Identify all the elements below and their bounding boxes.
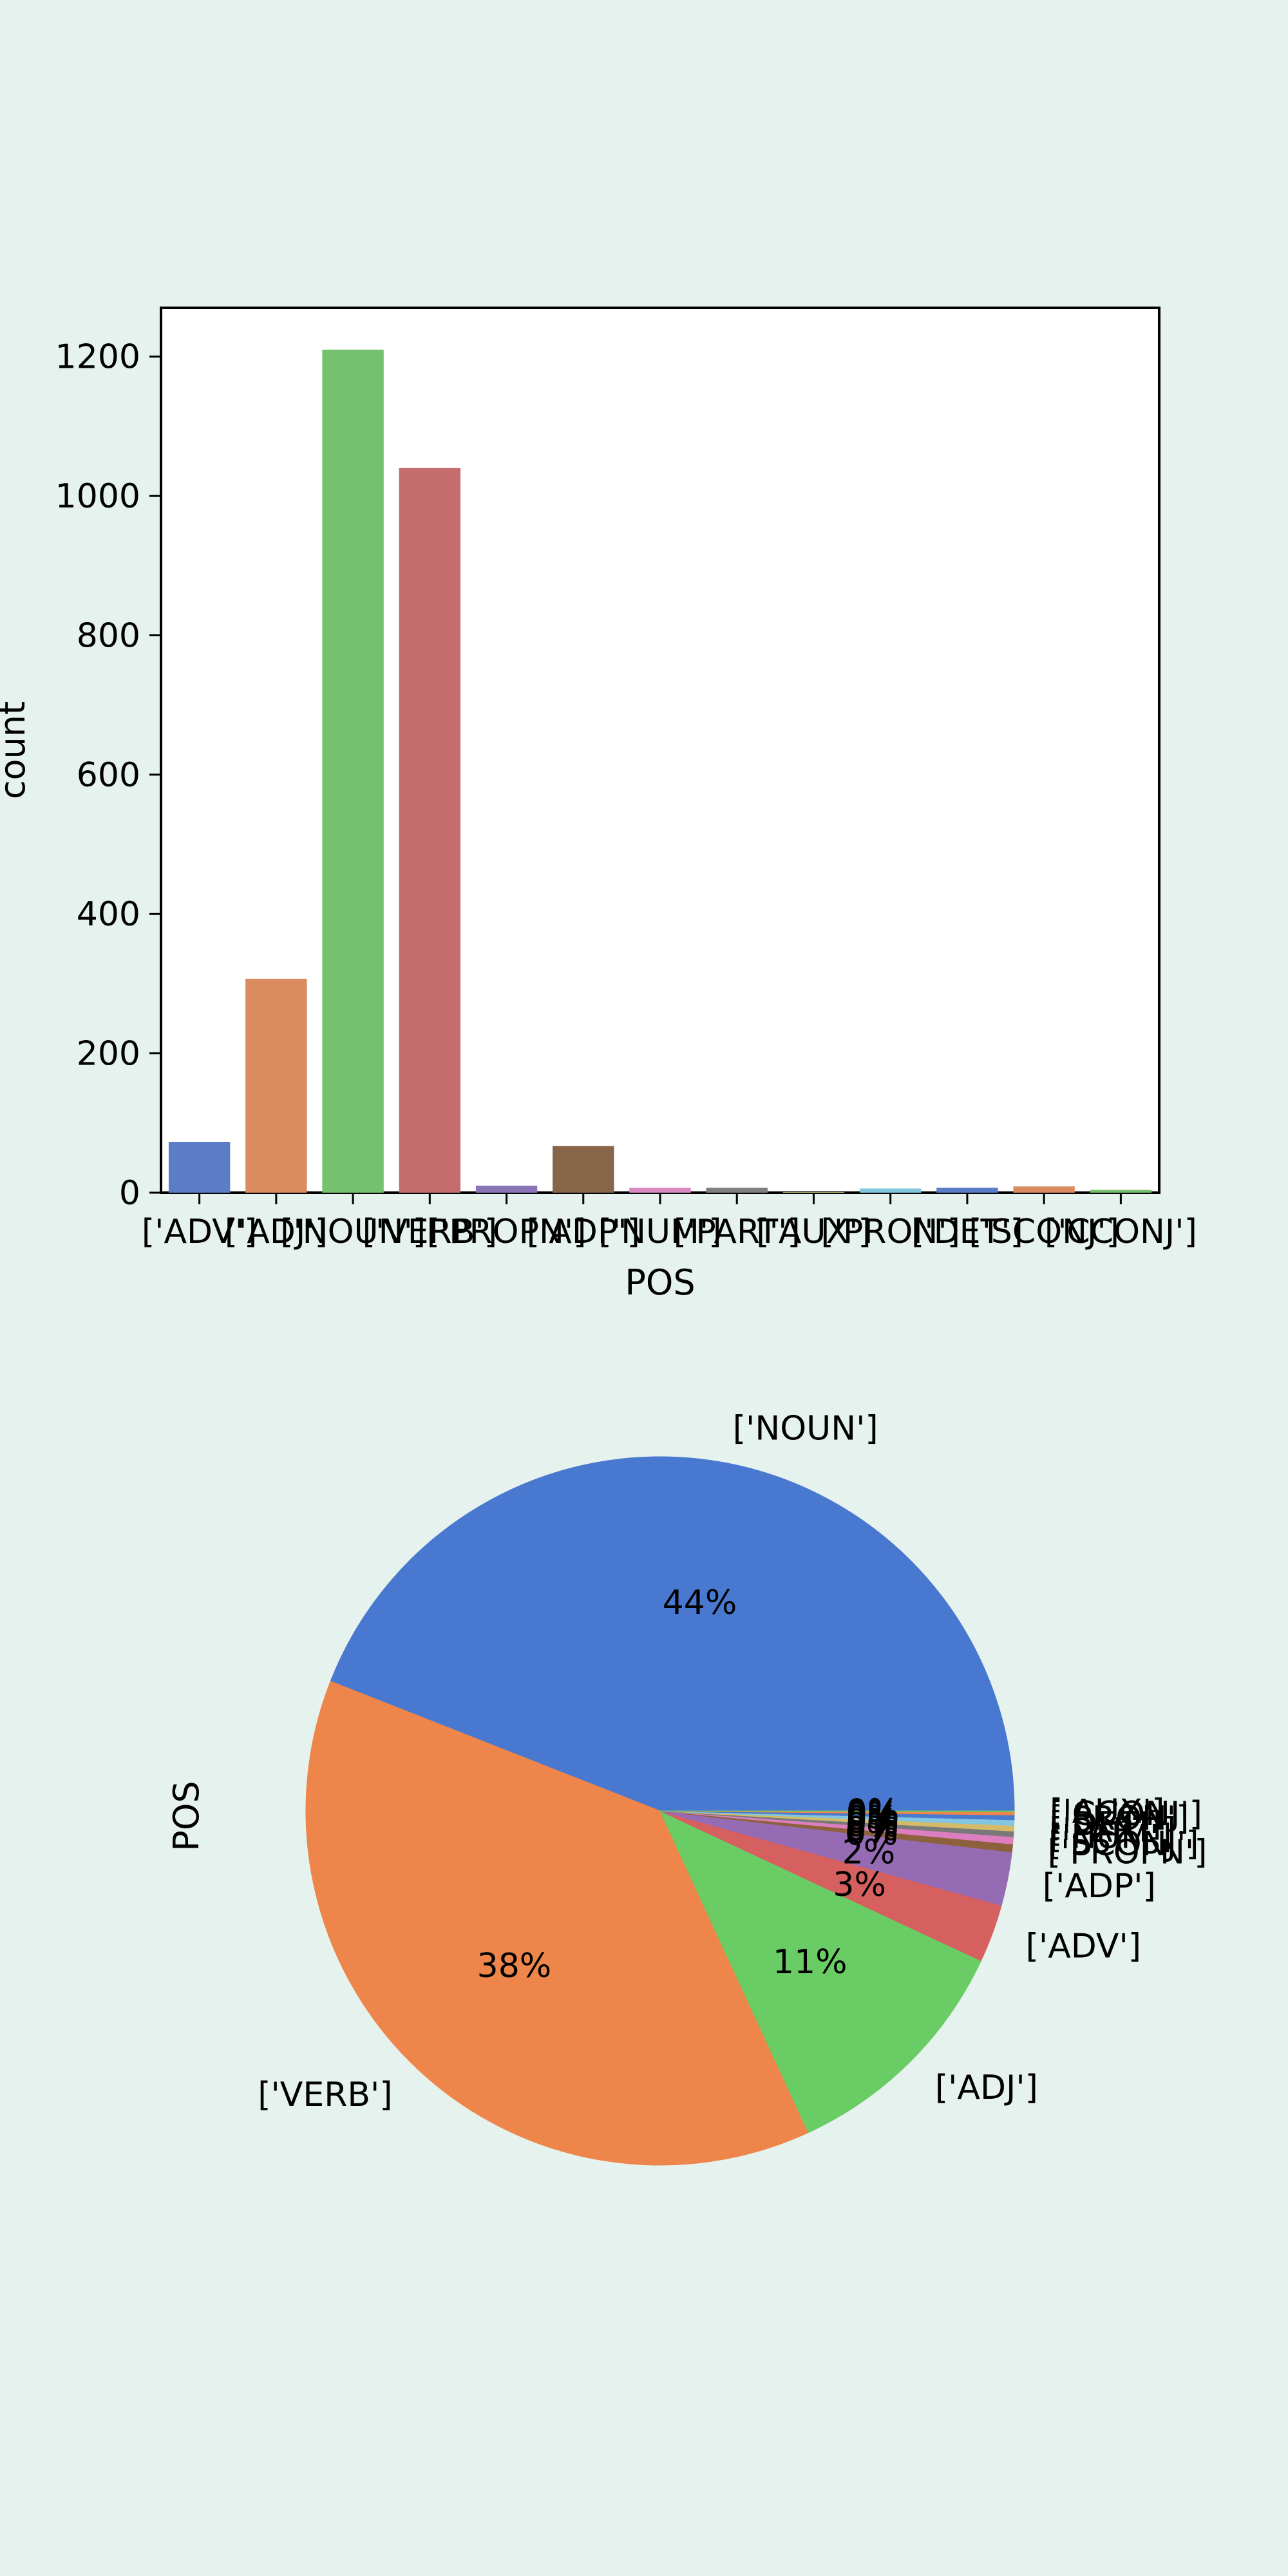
pie-percent-label: 0% bbox=[846, 1806, 899, 1844]
bar bbox=[860, 1188, 922, 1193]
pie-chart: 44%38% 11%3%2%0%0%0%0%0%0%0%0% ['NOUN']['… bbox=[166, 1410, 1208, 2166]
y-tick-label: 1000 bbox=[55, 477, 140, 516]
bar bbox=[936, 1188, 998, 1193]
x-tick-label: ['PART'] bbox=[674, 1213, 800, 1251]
pie-percent-label: 0% bbox=[846, 1796, 900, 1835]
x-tick-label: ['PRON'] bbox=[820, 1213, 960, 1251]
x-tick-label: ['ADV'] bbox=[142, 1213, 257, 1251]
pie-percent-label: 0% bbox=[846, 1794, 900, 1832]
y-tick-label: 1200 bbox=[55, 338, 140, 377]
bar-y-axis: 0 200 400 600 800 1000 1200 bbox=[55, 338, 161, 1213]
pie-slice bbox=[305, 1680, 810, 2166]
pie-slice-label: ['PRON'] bbox=[1050, 1799, 1189, 1838]
pie-slice-label: ['CCONJ'] bbox=[1050, 1795, 1202, 1833]
x-tick-label: ['CCONJ'] bbox=[1045, 1213, 1197, 1251]
pie-slice bbox=[659, 1810, 982, 2134]
pie-percent-label: 3% bbox=[833, 1866, 886, 1904]
pie-percent-label: 44% bbox=[663, 1584, 737, 1622]
y-tick-label: 600 bbox=[77, 756, 140, 795]
pie-slice-label: ['NUM'] bbox=[1049, 1817, 1172, 1856]
x-tick-label: ['AUX'] bbox=[756, 1213, 871, 1251]
pie-percent-label: 11% bbox=[773, 1943, 848, 1982]
x-tick-label: ['NOUN'] bbox=[280, 1213, 426, 1251]
y-tick-label: 0 bbox=[119, 1174, 140, 1213]
bar-x-axis-label: POS bbox=[625, 1262, 695, 1303]
pie-percent-label: 0% bbox=[846, 1803, 899, 1841]
y-tick-label: 400 bbox=[77, 895, 140, 934]
x-tick-label: ['VERB'] bbox=[363, 1213, 497, 1251]
pie-percent-labels: 44%38% 11%3%2%0%0%0%0%0%0%0%0% bbox=[477, 1584, 900, 1985]
pie-slice bbox=[659, 1810, 1015, 1812]
bar-series bbox=[168, 349, 1152, 1193]
pie-slice-label: ['NOUN'] bbox=[733, 1410, 878, 1448]
pie-slice-labels: ['NOUN']['VERB'] ['ADJ']['ADV']['ADP']['P… bbox=[258, 1410, 1207, 2114]
x-tick-label: ['PROPN'] bbox=[427, 1213, 587, 1251]
pie-slice-label: ['AUX'] bbox=[1050, 1793, 1164, 1832]
bar bbox=[629, 1188, 691, 1193]
pie-slice-label: ['SCONJ'] bbox=[1048, 1824, 1199, 1863]
pie-slice-label: ['PROPN'] bbox=[1048, 1833, 1208, 1872]
y-tick-label: 200 bbox=[77, 1035, 140, 1074]
pie-percent-label: 0% bbox=[846, 1792, 900, 1831]
x-tick-label: ['SCONJ'] bbox=[969, 1213, 1119, 1251]
y-tick-label: 800 bbox=[77, 616, 140, 655]
bar bbox=[1013, 1186, 1075, 1193]
bar bbox=[1090, 1189, 1152, 1193]
bar-y-axis-label: count bbox=[0, 701, 33, 799]
bar-plot-area bbox=[160, 307, 1160, 1194]
bar bbox=[245, 978, 307, 1193]
bar bbox=[399, 468, 460, 1193]
x-tick-label: ['DET'] bbox=[911, 1213, 1023, 1251]
pie-slice bbox=[330, 1456, 1015, 1812]
bar bbox=[168, 1142, 231, 1193]
bar-x-axis: ['ADV']['ADJ']['NOUN']['VERB']['PROPN'][… bbox=[142, 1193, 1197, 1251]
pie-percent-label: 38% bbox=[477, 1947, 552, 1985]
pie-percent-label: 2% bbox=[842, 1833, 896, 1871]
bar bbox=[782, 1191, 845, 1193]
bar-chart: 0 200 400 600 800 1000 1200 ['ADV']['ADJ']['NO… bbox=[0, 307, 1197, 1303]
pie-slice-label: ['VERB'] bbox=[258, 2076, 392, 2114]
pie-slice-label: ['ADJ'] bbox=[935, 2069, 1038, 2107]
bar bbox=[322, 349, 384, 1193]
pie-percent-label: 0% bbox=[845, 1815, 898, 1853]
pie-slices bbox=[305, 1456, 1015, 2166]
pie-slice-label: ['PART'] bbox=[1049, 1812, 1176, 1850]
x-tick-label: ['ADJ'] bbox=[225, 1213, 328, 1251]
pie-slice-label: ['ADP'] bbox=[1043, 1867, 1156, 1906]
bar bbox=[706, 1188, 768, 1193]
x-tick-label: ['NUM'] bbox=[599, 1213, 722, 1251]
x-tick-label: ['ADP'] bbox=[527, 1213, 640, 1251]
bar bbox=[475, 1186, 538, 1193]
pie-slice-label: ['ADV'] bbox=[1026, 1927, 1141, 1965]
pie-percent-label: 0% bbox=[846, 1799, 900, 1838]
pie-slice-label: ['DET'] bbox=[1050, 1805, 1162, 1844]
pie-y-axis-label: POS bbox=[166, 1781, 207, 1851]
pie-percent-label: 0% bbox=[846, 1810, 899, 1849]
bar bbox=[553, 1146, 614, 1193]
